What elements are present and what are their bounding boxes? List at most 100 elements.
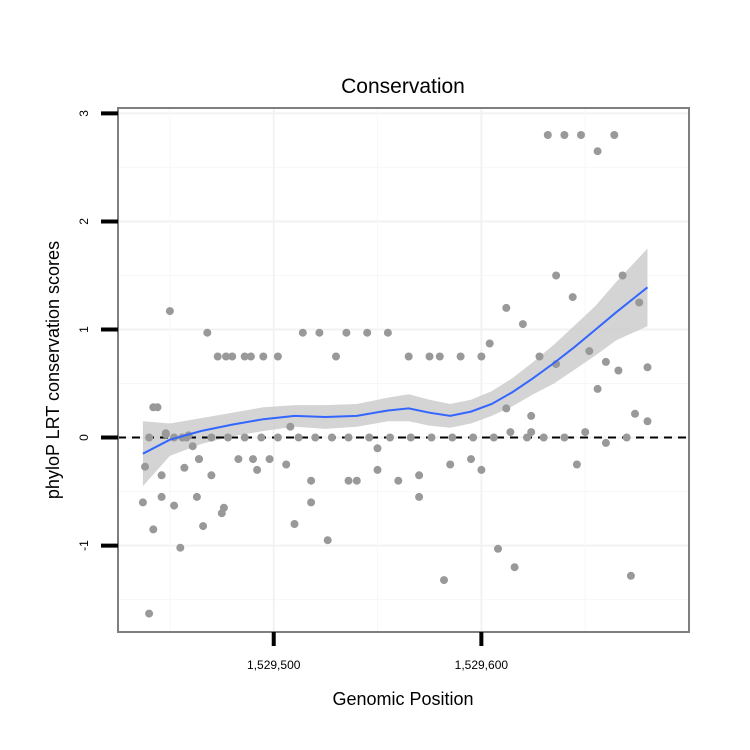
y-tick-label: -1	[77, 540, 91, 551]
data-point	[635, 298, 644, 307]
data-point	[344, 433, 353, 442]
smooth-curve	[142, 286, 649, 455]
data-point	[502, 303, 511, 312]
data-point	[145, 433, 154, 442]
data-point	[523, 433, 531, 442]
confidence-band-area	[142, 248, 648, 487]
data-point	[425, 352, 434, 361]
data-point	[149, 403, 158, 412]
data-point	[282, 460, 291, 469]
data-point	[427, 433, 436, 442]
data-point	[406, 433, 415, 442]
data-point	[344, 476, 353, 485]
data-point	[485, 339, 494, 348]
x-tick-label: 1,529,600	[455, 658, 509, 672]
data-point	[265, 455, 274, 464]
chart-title: Conservation	[341, 75, 465, 98]
confidence-band	[142, 248, 648, 487]
data-point	[294, 433, 303, 442]
data-point	[404, 352, 413, 361]
data-point	[643, 417, 652, 426]
data-point	[307, 498, 316, 507]
data-point	[448, 433, 457, 442]
data-point	[477, 352, 486, 361]
data-point	[207, 471, 216, 480]
data-point	[394, 476, 403, 485]
y-tick-label: 0	[77, 434, 91, 441]
data-point	[543, 131, 552, 139]
data-point	[568, 293, 577, 302]
data-point	[535, 352, 544, 361]
data-point	[601, 438, 610, 447]
data-point	[323, 536, 332, 545]
data-point	[585, 347, 594, 356]
data-point	[286, 422, 295, 431]
data-point	[435, 352, 444, 361]
data-point	[631, 409, 639, 418]
data-point	[467, 455, 475, 464]
data-point	[213, 352, 222, 361]
data-point	[386, 433, 394, 442]
data-point	[469, 433, 478, 442]
data-point	[342, 328, 351, 337]
data-point	[257, 433, 266, 442]
data-point	[240, 352, 249, 361]
data-point	[327, 433, 336, 442]
data-point	[618, 271, 627, 280]
data-point	[222, 352, 230, 361]
data-point	[149, 525, 158, 534]
data-point	[165, 307, 174, 316]
data-point	[145, 609, 154, 618]
data-point	[365, 433, 374, 442]
x-tick-label: 1,529,500	[247, 658, 301, 672]
data-point	[415, 492, 424, 501]
data-point	[494, 544, 502, 553]
data-point	[518, 320, 527, 329]
data-point	[601, 357, 610, 366]
data-point	[510, 563, 519, 572]
data-point	[352, 476, 361, 485]
data-point	[560, 131, 569, 139]
data-point	[581, 428, 590, 437]
data-point	[446, 460, 455, 469]
data-point	[593, 384, 602, 393]
data-point	[259, 352, 268, 361]
data-point	[440, 576, 448, 585]
plot-border	[117, 107, 690, 633]
data-point	[203, 328, 212, 337]
data-point	[506, 428, 515, 437]
x-axis-title: Genomic Position	[332, 689, 473, 709]
data-point	[626, 571, 635, 580]
y-axis-title: phyloP LRT conservation scores	[43, 241, 63, 499]
data-point	[527, 428, 536, 437]
data-point	[610, 131, 619, 139]
data-point	[188, 442, 197, 451]
data-point	[315, 328, 324, 337]
data-point	[138, 498, 147, 507]
data-point	[273, 433, 282, 442]
data-point	[246, 352, 255, 361]
data-point	[207, 433, 216, 442]
data-point	[157, 492, 166, 501]
data-point	[572, 460, 581, 469]
y-axis: -1 0 1 2 3	[77, 110, 118, 551]
data-point	[622, 433, 631, 442]
data-point	[477, 465, 486, 474]
data-point	[456, 352, 465, 361]
data-point	[253, 465, 262, 474]
data-point	[489, 433, 498, 442]
data-point	[141, 462, 149, 471]
data-point	[298, 328, 307, 337]
data-point	[290, 520, 299, 528]
data-point	[373, 444, 382, 453]
data-point	[240, 433, 249, 442]
data-point	[560, 433, 569, 442]
data-point	[614, 366, 623, 375]
data-point	[161, 430, 170, 439]
data-point	[224, 433, 232, 442]
data-point	[157, 471, 166, 480]
data-point	[643, 363, 652, 372]
data-point	[502, 404, 511, 413]
data-point	[539, 433, 548, 442]
data-point	[527, 411, 536, 420]
